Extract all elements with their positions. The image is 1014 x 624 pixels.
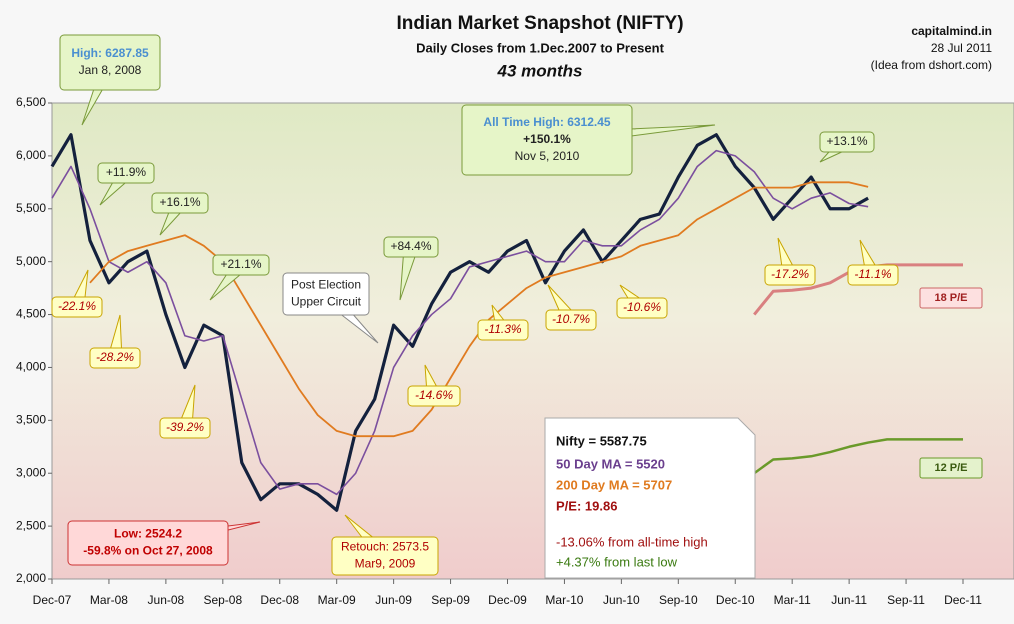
callout-cover xyxy=(214,256,268,274)
series-label-box xyxy=(919,287,983,309)
callout-text: Retouch: 2573.5 xyxy=(341,540,429,554)
y-tick-label: 5,000 xyxy=(16,254,46,268)
plot-area xyxy=(51,102,1014,580)
callout-text: +16.1% xyxy=(159,195,200,209)
source: capitalmind.in xyxy=(911,24,992,38)
info-line: +4.37% from last low xyxy=(556,554,678,569)
callout-cover xyxy=(61,36,159,89)
info-box xyxy=(544,417,756,579)
x-tick-label: Mar-09 xyxy=(318,593,356,607)
series-line xyxy=(51,149,869,496)
callout-text: +21.1% xyxy=(220,257,261,271)
callout-cover xyxy=(849,266,897,284)
chart-title: Indian Market Snapshot (NIFTY) xyxy=(396,13,683,34)
callout-cover xyxy=(284,274,368,314)
x-tick-label: Mar-11 xyxy=(774,593,811,607)
callout-text: -11.3% xyxy=(484,322,521,336)
x-tick-label: Sep-09 xyxy=(431,593,470,607)
x-tick-label: Sep-10 xyxy=(659,593,698,607)
callout-text: -10.6% xyxy=(623,300,661,314)
info-line: P/E: 19.86 xyxy=(556,498,617,513)
y-tick-label: 3,500 xyxy=(16,413,46,427)
callout-text: -11.1% xyxy=(854,267,891,281)
y-tick-label: 6,000 xyxy=(16,148,46,162)
x-tick-label: Mar-08 xyxy=(90,593,128,607)
callout-cover xyxy=(547,311,595,329)
series-label: 18 P/E xyxy=(934,292,967,304)
x-tick-label: Jun-11 xyxy=(831,593,867,607)
callout-text: -28.2% xyxy=(96,350,134,364)
callout-cover xyxy=(463,106,631,174)
callout-cover xyxy=(479,321,527,339)
callout-text: -17.2% xyxy=(771,267,809,281)
callout-cover xyxy=(153,194,207,212)
x-tick-label: Sep-11 xyxy=(887,593,925,607)
callout-text: Nov 5, 2010 xyxy=(515,149,580,163)
callout-text: Mar9, 2009 xyxy=(355,557,416,571)
callout-cover xyxy=(161,419,209,437)
y-tick-label: 5,500 xyxy=(16,201,46,215)
callout-text: Jan 8, 2008 xyxy=(79,63,142,77)
callout-cover xyxy=(766,266,814,284)
callout-cover xyxy=(385,238,437,256)
x-tick-label: Sep-08 xyxy=(203,593,242,607)
callout-text: -10.7% xyxy=(552,312,590,326)
y-tick-label: 2,500 xyxy=(16,518,46,532)
x-tick-label: Jun-10 xyxy=(603,593,640,607)
callout-text: +84.4% xyxy=(390,239,431,253)
callout-cover xyxy=(91,349,139,367)
callout-cover xyxy=(69,522,227,564)
callout-text: Upper Circuit xyxy=(291,295,362,309)
x-tick-label: Dec-09 xyxy=(488,593,527,607)
y-tick-label: 4,000 xyxy=(16,360,46,374)
x-tick-label: Dec-07 xyxy=(33,593,72,607)
info-line: 200 Day MA = 5707 xyxy=(556,477,672,492)
callout-text: +13.1% xyxy=(826,134,867,148)
callout-text: High: 6287.85 xyxy=(71,46,149,60)
y-tick-label: 4,500 xyxy=(16,307,46,321)
callout-text: All Time High: 6312.45 xyxy=(483,115,610,129)
chart-subtitle: Daily Closes from 1.Dec.2007 to Present xyxy=(416,40,665,55)
callout-text: +11.9% xyxy=(106,165,146,179)
x-tick-label: Jun-08 xyxy=(148,593,185,607)
callout-text: Low: 2524.2 xyxy=(114,527,182,541)
x-tick-label: Dec-10 xyxy=(716,593,755,607)
x-tick-label: Mar-10 xyxy=(545,593,583,607)
source: (Idea from dshort.com) xyxy=(871,58,992,72)
series-label: 12 P/E xyxy=(934,462,967,474)
callout-text: -39.2% xyxy=(166,420,204,434)
callout-text: -59.8% on Oct 27, 2008 xyxy=(83,544,213,558)
callout-text: -22.1% xyxy=(58,299,96,313)
series-line xyxy=(50,133,869,512)
callout-cover xyxy=(409,387,459,405)
callout-text: Post Election xyxy=(291,278,361,292)
y-tick-label: 6,500 xyxy=(16,95,46,109)
info-line: -13.06% from all-time high xyxy=(556,534,708,549)
period: 43 months xyxy=(496,61,582,80)
callout-cover xyxy=(99,164,153,182)
x-tick-label: Jun-09 xyxy=(375,593,412,607)
callout-text: -14.6% xyxy=(415,388,453,402)
info-line: Nifty = 5587.75 xyxy=(556,433,647,448)
source: 28 Jul 2011 xyxy=(931,41,992,55)
callout-cover xyxy=(333,538,437,574)
callout-text: +150.1% xyxy=(523,132,571,146)
series-label-box xyxy=(919,457,983,479)
y-tick-label: 3,000 xyxy=(16,465,46,479)
x-tick-label: Dec-08 xyxy=(260,593,299,607)
callout-cover xyxy=(618,299,666,317)
callout-cover xyxy=(821,133,873,151)
x-tick-label: Dec-11 xyxy=(944,593,982,607)
series-line xyxy=(753,438,963,475)
y-tick-label: 2,000 xyxy=(16,571,46,585)
callout-cover xyxy=(53,298,101,316)
info-line: 50 Day MA = 5520 xyxy=(556,456,665,471)
